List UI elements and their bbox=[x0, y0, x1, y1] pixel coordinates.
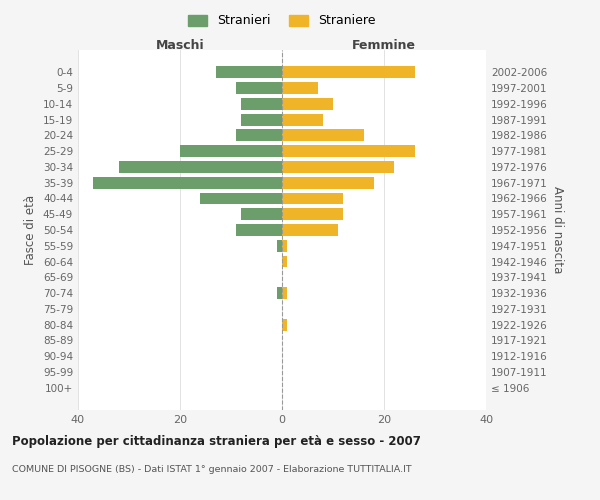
Bar bbox=[200, 192, 282, 204]
Bar bbox=[119, 161, 282, 173]
Text: COMUNE DI PISOGNE (BS) - Dati ISTAT 1° gennaio 2007 - Elaborazione TUTTITALIA.IT: COMUNE DI PISOGNE (BS) - Dati ISTAT 1° g… bbox=[12, 465, 412, 474]
Bar bbox=[282, 82, 318, 94]
Legend: Stranieri, Straniere: Stranieri, Straniere bbox=[184, 10, 380, 32]
Y-axis label: Fasce di età: Fasce di età bbox=[25, 195, 37, 265]
Bar bbox=[282, 66, 415, 78]
Bar bbox=[282, 318, 287, 330]
Bar bbox=[241, 208, 282, 220]
Bar bbox=[282, 224, 338, 236]
Bar bbox=[282, 287, 287, 299]
Bar bbox=[282, 161, 394, 173]
Bar bbox=[282, 130, 364, 141]
Bar bbox=[282, 114, 323, 126]
Bar bbox=[236, 224, 282, 236]
Y-axis label: Anni di nascita: Anni di nascita bbox=[551, 186, 564, 274]
Bar bbox=[282, 98, 333, 110]
Text: Popolazione per cittadinanza straniera per età e sesso - 2007: Popolazione per cittadinanza straniera p… bbox=[12, 435, 421, 448]
Bar bbox=[277, 287, 282, 299]
Bar bbox=[180, 145, 282, 157]
Bar bbox=[282, 177, 374, 188]
Bar bbox=[282, 192, 343, 204]
Bar bbox=[241, 98, 282, 110]
Bar bbox=[241, 114, 282, 126]
Bar bbox=[236, 130, 282, 141]
Bar bbox=[282, 240, 287, 252]
Text: Femmine: Femmine bbox=[352, 39, 416, 52]
Bar bbox=[282, 256, 287, 268]
Bar bbox=[94, 177, 282, 188]
Bar bbox=[216, 66, 282, 78]
Bar bbox=[236, 82, 282, 94]
Bar bbox=[282, 145, 415, 157]
Bar bbox=[282, 208, 343, 220]
Bar bbox=[277, 240, 282, 252]
Text: Maschi: Maschi bbox=[155, 39, 205, 52]
